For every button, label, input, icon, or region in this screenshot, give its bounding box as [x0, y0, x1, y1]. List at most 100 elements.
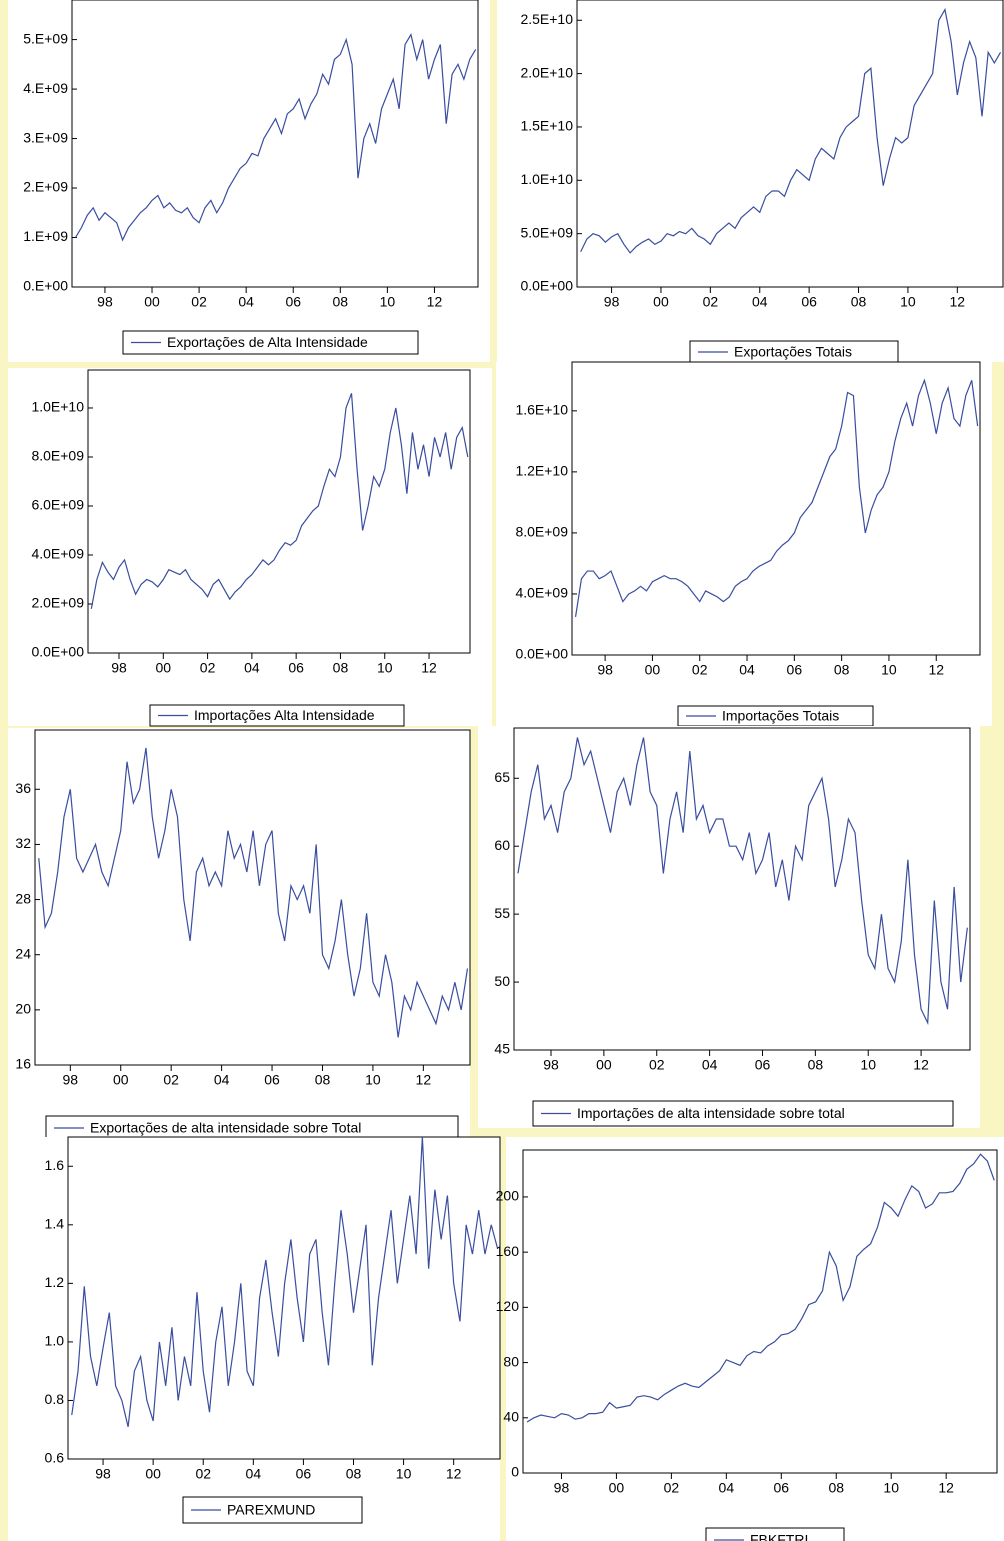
x-tick-label: 10 [365, 1072, 381, 1088]
x-tick-label: 00 [653, 294, 669, 310]
legend-box [122, 330, 419, 355]
y-tick-label: 0.0E+00 [515, 646, 568, 662]
x-tick-label: 08 [315, 1072, 331, 1088]
y-tick-label: 32 [15, 835, 31, 851]
x-tick-label: 12 [928, 662, 944, 678]
x-tick-label: 00 [596, 1057, 612, 1073]
x-tick-label: 02 [692, 662, 708, 678]
y-tick-label: 6.0E+09 [31, 497, 84, 513]
x-tick-label: 02 [163, 1072, 179, 1088]
x-tick-label: 08 [808, 1057, 824, 1073]
x-tick-label: 12 [950, 294, 966, 310]
x-tick-label: 10 [900, 294, 916, 310]
series-line [71, 1136, 499, 1427]
x-tick-label: 12 [938, 1480, 954, 1496]
x-tick-label: 10 [883, 1480, 899, 1496]
legend-box [45, 1115, 459, 1141]
plot-area [571, 361, 981, 656]
y-tick-label: 2.0E+09 [31, 595, 84, 611]
y-tick-label: 20 [15, 1001, 31, 1017]
y-tick-label: 24 [15, 945, 31, 961]
y-tick-label: 1.5E+10 [520, 118, 573, 134]
y-tick-label: 1.0 [45, 1333, 65, 1349]
x-tick-label: 12 [421, 660, 437, 676]
x-tick-label: 10 [860, 1057, 876, 1073]
series-line [90, 393, 469, 610]
y-tick-label: 50 [494, 973, 510, 989]
x-tick-label: 02 [649, 1057, 665, 1073]
x-tick-label: 04 [739, 662, 755, 678]
x-tick-label: 08 [346, 1466, 362, 1482]
y-tick-label: 5.E+09 [23, 30, 68, 46]
x-tick-label: 10 [881, 662, 897, 678]
series-line [526, 1153, 995, 1423]
y-tick-label: 0.0E+00 [31, 644, 84, 660]
y-tick-label: 5.0E+09 [520, 224, 573, 240]
y-tick-label: 1.0E+10 [520, 171, 573, 187]
x-tick-label: 00 [156, 660, 172, 676]
series-line [75, 33, 477, 242]
x-tick-label: 08 [828, 1480, 844, 1496]
x-tick-label: 06 [285, 294, 301, 310]
x-tick-label: 04 [244, 660, 260, 676]
y-tick-label: 80 [503, 1353, 519, 1369]
x-tick-label: 06 [787, 662, 803, 678]
plot-area [67, 1136, 501, 1460]
x-tick-label: 04 [752, 294, 768, 310]
y-tick-label: 0.E+00 [23, 278, 68, 294]
legend-label: Exportações de Alta Intensidade [167, 334, 368, 350]
x-tick-label: 98 [111, 660, 127, 676]
y-tick-label: 0.0E+00 [520, 278, 573, 294]
y-tick-label: 55 [494, 905, 510, 921]
plot-area [87, 369, 471, 654]
x-tick-label: 06 [296, 1466, 312, 1482]
x-tick-label: 06 [264, 1072, 280, 1088]
legend-label: Importações de alta intensidade sobre to… [577, 1105, 845, 1121]
legend-label: Exportações de alta intensidade sobre To… [90, 1120, 361, 1136]
x-tick-label: 00 [144, 294, 160, 310]
y-tick-label: 2.5E+10 [520, 11, 573, 27]
x-tick-label: 08 [333, 294, 349, 310]
x-tick-label: 12 [427, 294, 443, 310]
y-tick-label: 120 [496, 1298, 520, 1314]
y-tick-label: 160 [496, 1243, 520, 1259]
legend-label: Importações Alta Intensidade [194, 707, 375, 723]
legend-label: Importações Totais [722, 708, 839, 724]
y-tick-label: 45 [494, 1041, 510, 1057]
y-tick-label: 60 [494, 837, 510, 853]
y-tick-label: 4.0E+09 [515, 585, 568, 601]
x-tick-label: 04 [719, 1480, 735, 1496]
x-tick-label: 04 [246, 1466, 262, 1482]
x-tick-label: 08 [333, 660, 349, 676]
x-tick-label: 04 [238, 294, 254, 310]
series-line [574, 378, 979, 617]
x-tick-label: 98 [604, 294, 620, 310]
x-tick-label: 04 [702, 1057, 718, 1073]
plot-area [522, 1149, 998, 1474]
x-tick-label: 00 [113, 1072, 129, 1088]
y-tick-label: 65 [494, 769, 510, 785]
y-tick-label: 1.4 [45, 1216, 65, 1232]
y-tick-label: 3.E+09 [23, 129, 68, 145]
x-tick-label: 08 [851, 294, 867, 310]
x-tick-label: 02 [200, 660, 216, 676]
plot-area [513, 727, 971, 1051]
plot-area [34, 729, 471, 1066]
y-tick-label: 0.6 [45, 1450, 65, 1466]
y-tick-label: 1.2 [45, 1274, 65, 1290]
y-tick-label: 40 [503, 1408, 519, 1424]
legend-box [149, 704, 405, 727]
y-tick-label: 1.2E+10 [515, 463, 568, 479]
x-tick-label: 00 [645, 662, 661, 678]
x-tick-label: 06 [755, 1057, 771, 1073]
y-tick-label: 2.0E+10 [520, 64, 573, 80]
x-tick-label: 10 [380, 294, 396, 310]
x-tick-label: 12 [446, 1466, 462, 1482]
legend-label: Exportações Totais [734, 344, 852, 360]
x-tick-label: 02 [195, 1466, 211, 1482]
y-tick-label: 0.8 [45, 1391, 65, 1407]
y-tick-label: 4.0E+09 [31, 546, 84, 562]
x-tick-label: 00 [145, 1466, 161, 1482]
y-tick-label: 1.E+09 [23, 228, 68, 244]
